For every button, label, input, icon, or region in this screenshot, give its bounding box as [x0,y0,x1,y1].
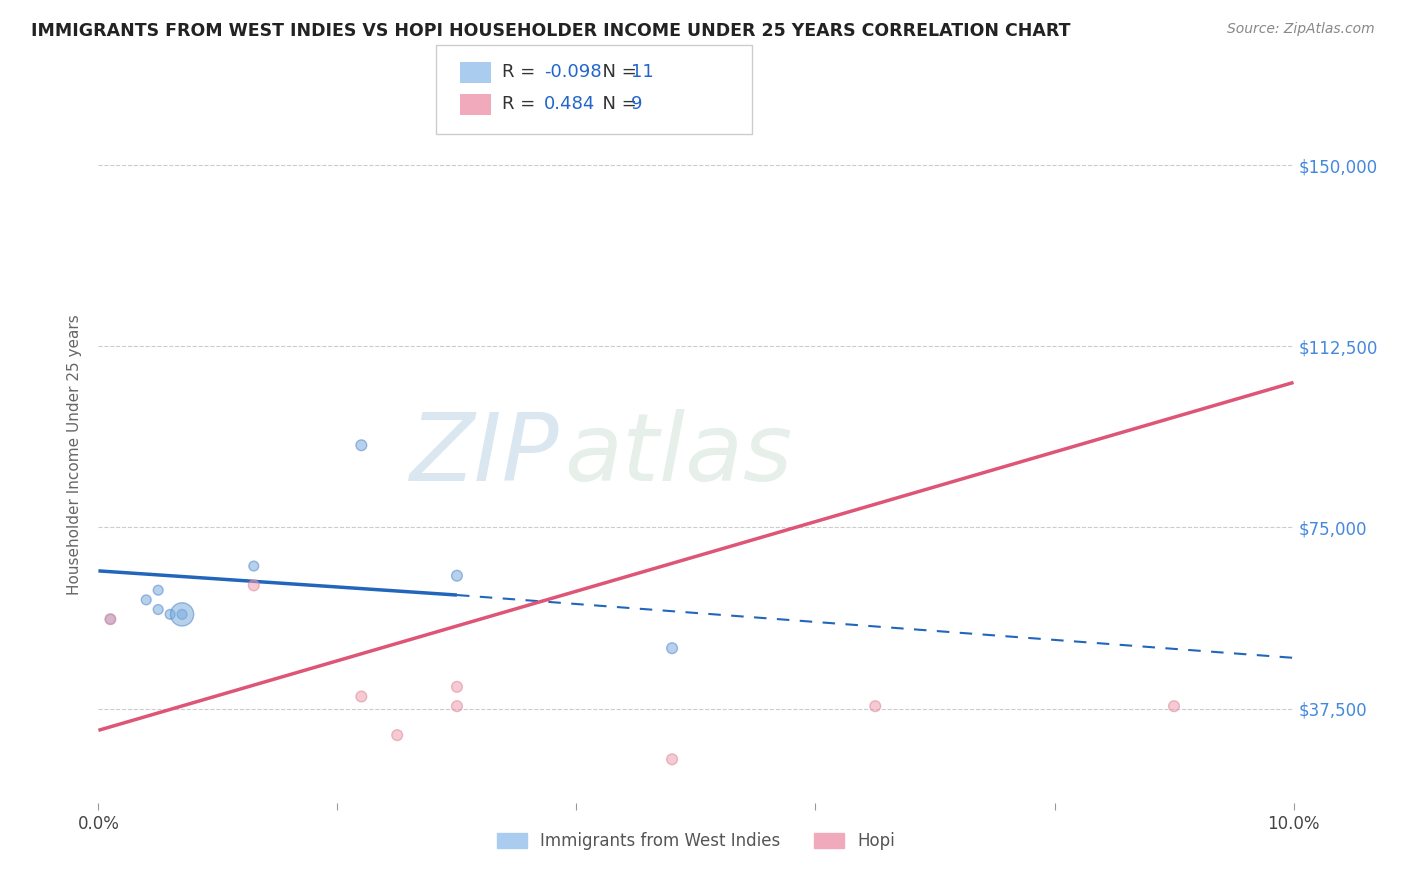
Point [446,680,468,694]
Text: R =: R = [502,95,547,113]
Point [1163,699,1185,714]
Point [446,568,468,582]
Text: atlas: atlas [565,409,793,500]
Text: 0.484: 0.484 [544,95,596,113]
Point [350,438,373,452]
Point [98,612,122,626]
Point [865,699,887,714]
Text: 11: 11 [631,63,654,81]
Text: ZIP: ZIP [409,409,558,500]
Text: 9: 9 [631,95,643,113]
Text: N =: N = [591,95,643,113]
Text: IMMIGRANTS FROM WEST INDIES VS HOPI HOUSEHOLDER INCOME UNDER 25 YEARS CORRELATIO: IMMIGRANTS FROM WEST INDIES VS HOPI HOUS… [31,22,1070,40]
Y-axis label: Householder Income Under 25 years: Householder Income Under 25 years [67,315,83,595]
Text: R =: R = [502,63,541,81]
Point [446,699,468,714]
Point [661,752,683,766]
Point [172,607,194,622]
Point [350,690,373,704]
Point [148,602,170,616]
Point [243,578,266,592]
Legend: Immigrants from West Indies, Hopi: Immigrants from West Indies, Hopi [491,826,901,857]
Point [172,607,194,622]
Point [135,592,157,607]
Point [148,583,170,598]
Text: N =: N = [591,63,643,81]
Text: Source: ZipAtlas.com: Source: ZipAtlas.com [1227,22,1375,37]
Point [243,559,266,574]
Point [98,612,122,626]
Point [385,728,409,742]
Point [159,607,181,622]
Point [661,641,683,656]
Text: -0.098: -0.098 [544,63,602,81]
